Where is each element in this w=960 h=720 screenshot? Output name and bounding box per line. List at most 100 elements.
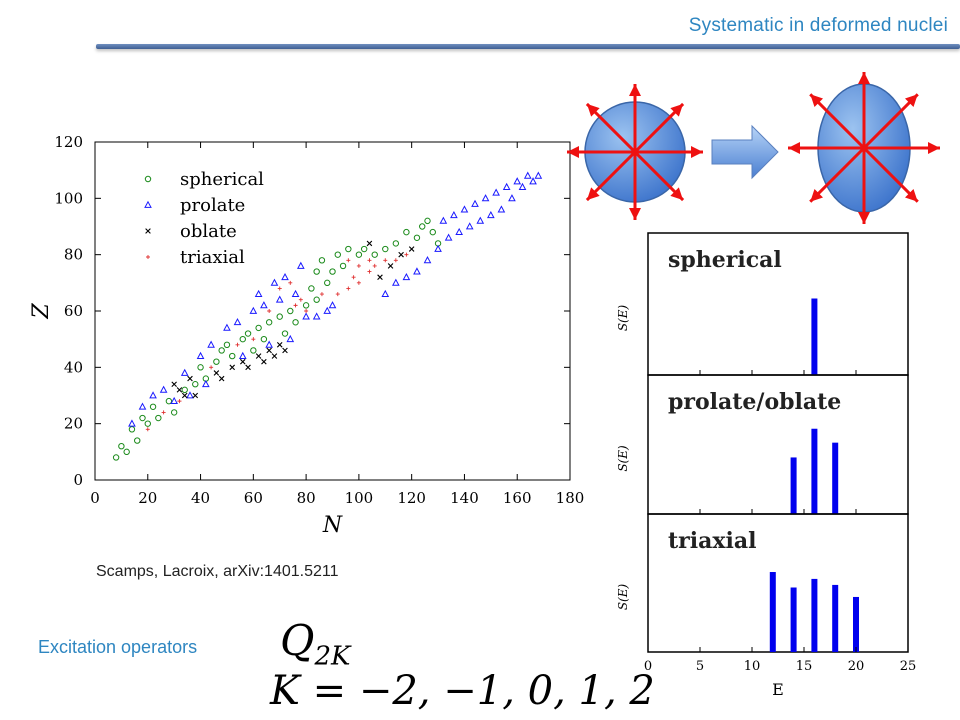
spherical-point bbox=[149, 403, 157, 410]
spherical-point bbox=[324, 279, 331, 287]
spherical-point bbox=[139, 414, 146, 422]
spherical-point bbox=[281, 330, 289, 337]
red-arrowhead bbox=[629, 84, 641, 96]
deformed-arrows-icon bbox=[788, 72, 940, 224]
oblate-point bbox=[387, 263, 394, 269]
prolate-point bbox=[260, 301, 268, 309]
prolate-point bbox=[450, 210, 458, 219]
oblate-point bbox=[266, 347, 272, 354]
triaxial-point bbox=[372, 263, 377, 268]
prolate-point bbox=[444, 233, 453, 241]
prolate-point bbox=[296, 261, 305, 269]
triaxial-point bbox=[367, 269, 372, 274]
panel-y-label: S(E) bbox=[616, 445, 630, 472]
citation: Scamps, Lacroix, arXiv:1401.5211 bbox=[96, 563, 339, 580]
spherical-point bbox=[334, 251, 341, 258]
prolate-point bbox=[513, 177, 522, 185]
oblate-point bbox=[187, 375, 193, 382]
strength-bar bbox=[811, 428, 818, 514]
strength-bar bbox=[853, 596, 859, 652]
spherical-point bbox=[276, 313, 283, 320]
x-tick-label: 40 bbox=[191, 489, 210, 507]
prolate-point bbox=[465, 222, 474, 230]
x-tick-label: 80 bbox=[297, 489, 316, 507]
red-arrowhead bbox=[670, 103, 684, 117]
spherical-point bbox=[144, 420, 151, 427]
oblate-point bbox=[192, 392, 199, 399]
oblate-point bbox=[282, 347, 288, 354]
prolate-point bbox=[302, 312, 310, 320]
slide-title: Systematic in deformed nuclei bbox=[688, 15, 948, 36]
triaxial-point bbox=[145, 427, 150, 432]
prolate-point bbox=[238, 351, 247, 359]
triaxial-point bbox=[304, 309, 309, 313]
prolate-point bbox=[196, 351, 205, 359]
triaxial-point bbox=[177, 399, 182, 404]
transition-arrow-icon bbox=[711, 124, 779, 180]
strength-bar bbox=[832, 584, 839, 652]
strength-bar bbox=[790, 587, 797, 652]
prolate-point bbox=[391, 278, 400, 286]
panel-y-label: S(E) bbox=[616, 584, 630, 611]
y-tick-label: 0 bbox=[73, 471, 83, 489]
prolate-point bbox=[434, 244, 442, 252]
red-arrowhead bbox=[788, 142, 800, 154]
prolate-point bbox=[233, 318, 242, 326]
prolate-point bbox=[471, 199, 479, 207]
spherical-point bbox=[255, 324, 262, 332]
legend: spherical prolate oblate triaxial bbox=[144, 169, 264, 268]
spherical-point bbox=[260, 335, 268, 343]
triaxial-point bbox=[251, 337, 256, 342]
excitation-operators-label: Excitation operators bbox=[38, 637, 198, 657]
oblate-point bbox=[245, 364, 251, 371]
triaxial-point bbox=[288, 280, 293, 285]
spherical-point bbox=[419, 223, 426, 230]
prolate-point bbox=[323, 306, 332, 314]
oblate-point bbox=[366, 240, 373, 247]
prolate-point bbox=[128, 419, 136, 427]
spherical-point bbox=[339, 262, 347, 270]
oblate-point bbox=[213, 370, 220, 376]
x-tick-label: 120 bbox=[397, 489, 426, 507]
series-oblate bbox=[171, 240, 415, 399]
red-arrowhead bbox=[858, 212, 870, 224]
spherical-point bbox=[181, 386, 188, 394]
spherical-point bbox=[118, 443, 125, 450]
energy-tick-label: 20 bbox=[848, 659, 865, 674]
prolate-point bbox=[413, 267, 421, 275]
triaxial-point bbox=[356, 280, 361, 285]
prolate-point bbox=[523, 171, 532, 179]
triaxial-point bbox=[335, 292, 340, 297]
spherical-point bbox=[382, 245, 389, 253]
triaxial-point bbox=[161, 410, 166, 415]
energy-tick-label: 10 bbox=[744, 659, 761, 674]
prolate-point bbox=[275, 295, 284, 303]
spherical-point bbox=[355, 251, 363, 258]
spherical-point bbox=[192, 381, 199, 388]
oblate-point bbox=[181, 392, 188, 399]
oblate-point bbox=[176, 387, 183, 393]
spherical-point bbox=[392, 240, 400, 247]
red-arrowhead bbox=[567, 146, 579, 158]
spherical-point bbox=[329, 268, 336, 275]
strength-bar bbox=[832, 442, 839, 514]
series-spherical bbox=[112, 217, 442, 461]
prolate-point bbox=[270, 278, 279, 286]
prolate-point bbox=[423, 256, 432, 264]
spherical-point bbox=[302, 302, 310, 309]
oblate-point bbox=[271, 353, 278, 359]
prolate-point bbox=[508, 194, 516, 202]
triaxial-point bbox=[319, 292, 324, 297]
triaxial-point bbox=[383, 258, 388, 263]
prolate-point bbox=[518, 182, 527, 190]
prolate-point bbox=[502, 182, 511, 190]
prolate-point bbox=[402, 272, 411, 281]
legend-marker-spherical bbox=[144, 175, 152, 183]
prolate-point bbox=[170, 396, 179, 405]
spherical-point bbox=[155, 414, 162, 422]
prolate-point bbox=[492, 188, 500, 196]
y-tick-label: 40 bbox=[64, 358, 83, 376]
prolate-point bbox=[159, 385, 168, 393]
red-arrowhead bbox=[810, 189, 823, 202]
